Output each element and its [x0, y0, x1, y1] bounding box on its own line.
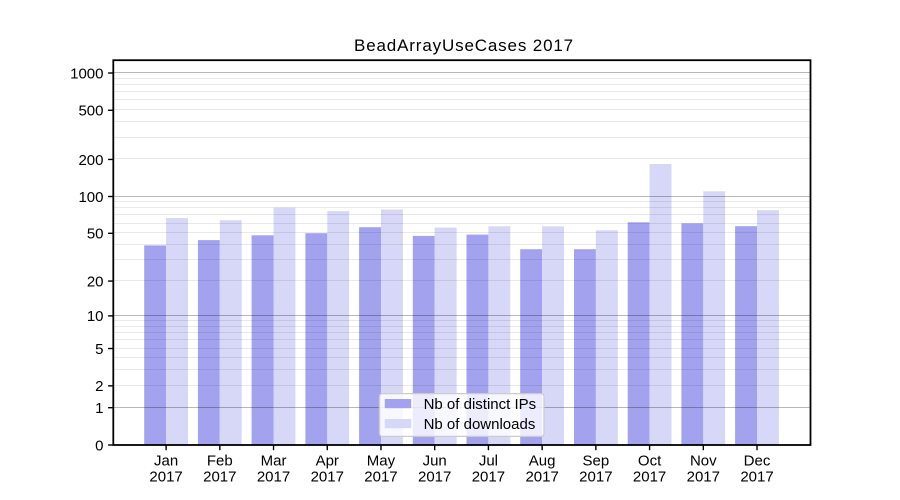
svg-text:Nb of downloads: Nb of downloads [424, 416, 536, 433]
svg-text:2017: 2017 [149, 468, 182, 485]
svg-text:Feb: Feb [207, 452, 233, 469]
svg-text:0: 0 [95, 437, 103, 454]
svg-text:Oct: Oct [638, 452, 662, 469]
svg-text:2017: 2017 [472, 468, 505, 485]
svg-text:2017: 2017 [257, 468, 290, 485]
svg-text:2017: 2017 [687, 468, 720, 485]
svg-text:Sep: Sep [583, 452, 610, 469]
svg-text:May: May [367, 452, 396, 469]
svg-text:2017: 2017 [579, 468, 612, 485]
svg-text:2017: 2017 [418, 468, 451, 485]
svg-text:2017: 2017 [525, 468, 558, 485]
svg-text:Aug: Aug [529, 452, 556, 469]
svg-text:2017: 2017 [633, 468, 666, 485]
svg-text:1000: 1000 [70, 65, 103, 82]
svg-text:Jun: Jun [423, 452, 447, 469]
svg-text:5: 5 [95, 341, 103, 358]
svg-text:2017: 2017 [203, 468, 236, 485]
svg-text:Jan: Jan [154, 452, 178, 469]
svg-text:Nov: Nov [690, 452, 717, 469]
svg-text:200: 200 [78, 152, 103, 169]
svg-text:50: 50 [87, 226, 104, 243]
svg-text:2: 2 [95, 378, 103, 395]
svg-text:Dec: Dec [744, 452, 771, 469]
svg-text:Apr: Apr [316, 452, 339, 469]
svg-text:Mar: Mar [261, 452, 287, 469]
svg-text:2017: 2017 [311, 468, 344, 485]
svg-text:1: 1 [95, 400, 103, 417]
svg-text:500: 500 [78, 103, 103, 120]
svg-text:2017: 2017 [740, 468, 773, 485]
svg-text:2017: 2017 [364, 468, 397, 485]
svg-text:Jul: Jul [479, 452, 498, 469]
svg-text:100: 100 [78, 189, 103, 206]
svg-text:20: 20 [87, 273, 104, 290]
svg-text:10: 10 [87, 308, 104, 325]
svg-text:BeadArrayUseCases 2017: BeadArrayUseCases 2017 [354, 36, 574, 55]
svg-text:Nb of distinct IPs: Nb of distinct IPs [424, 396, 537, 413]
